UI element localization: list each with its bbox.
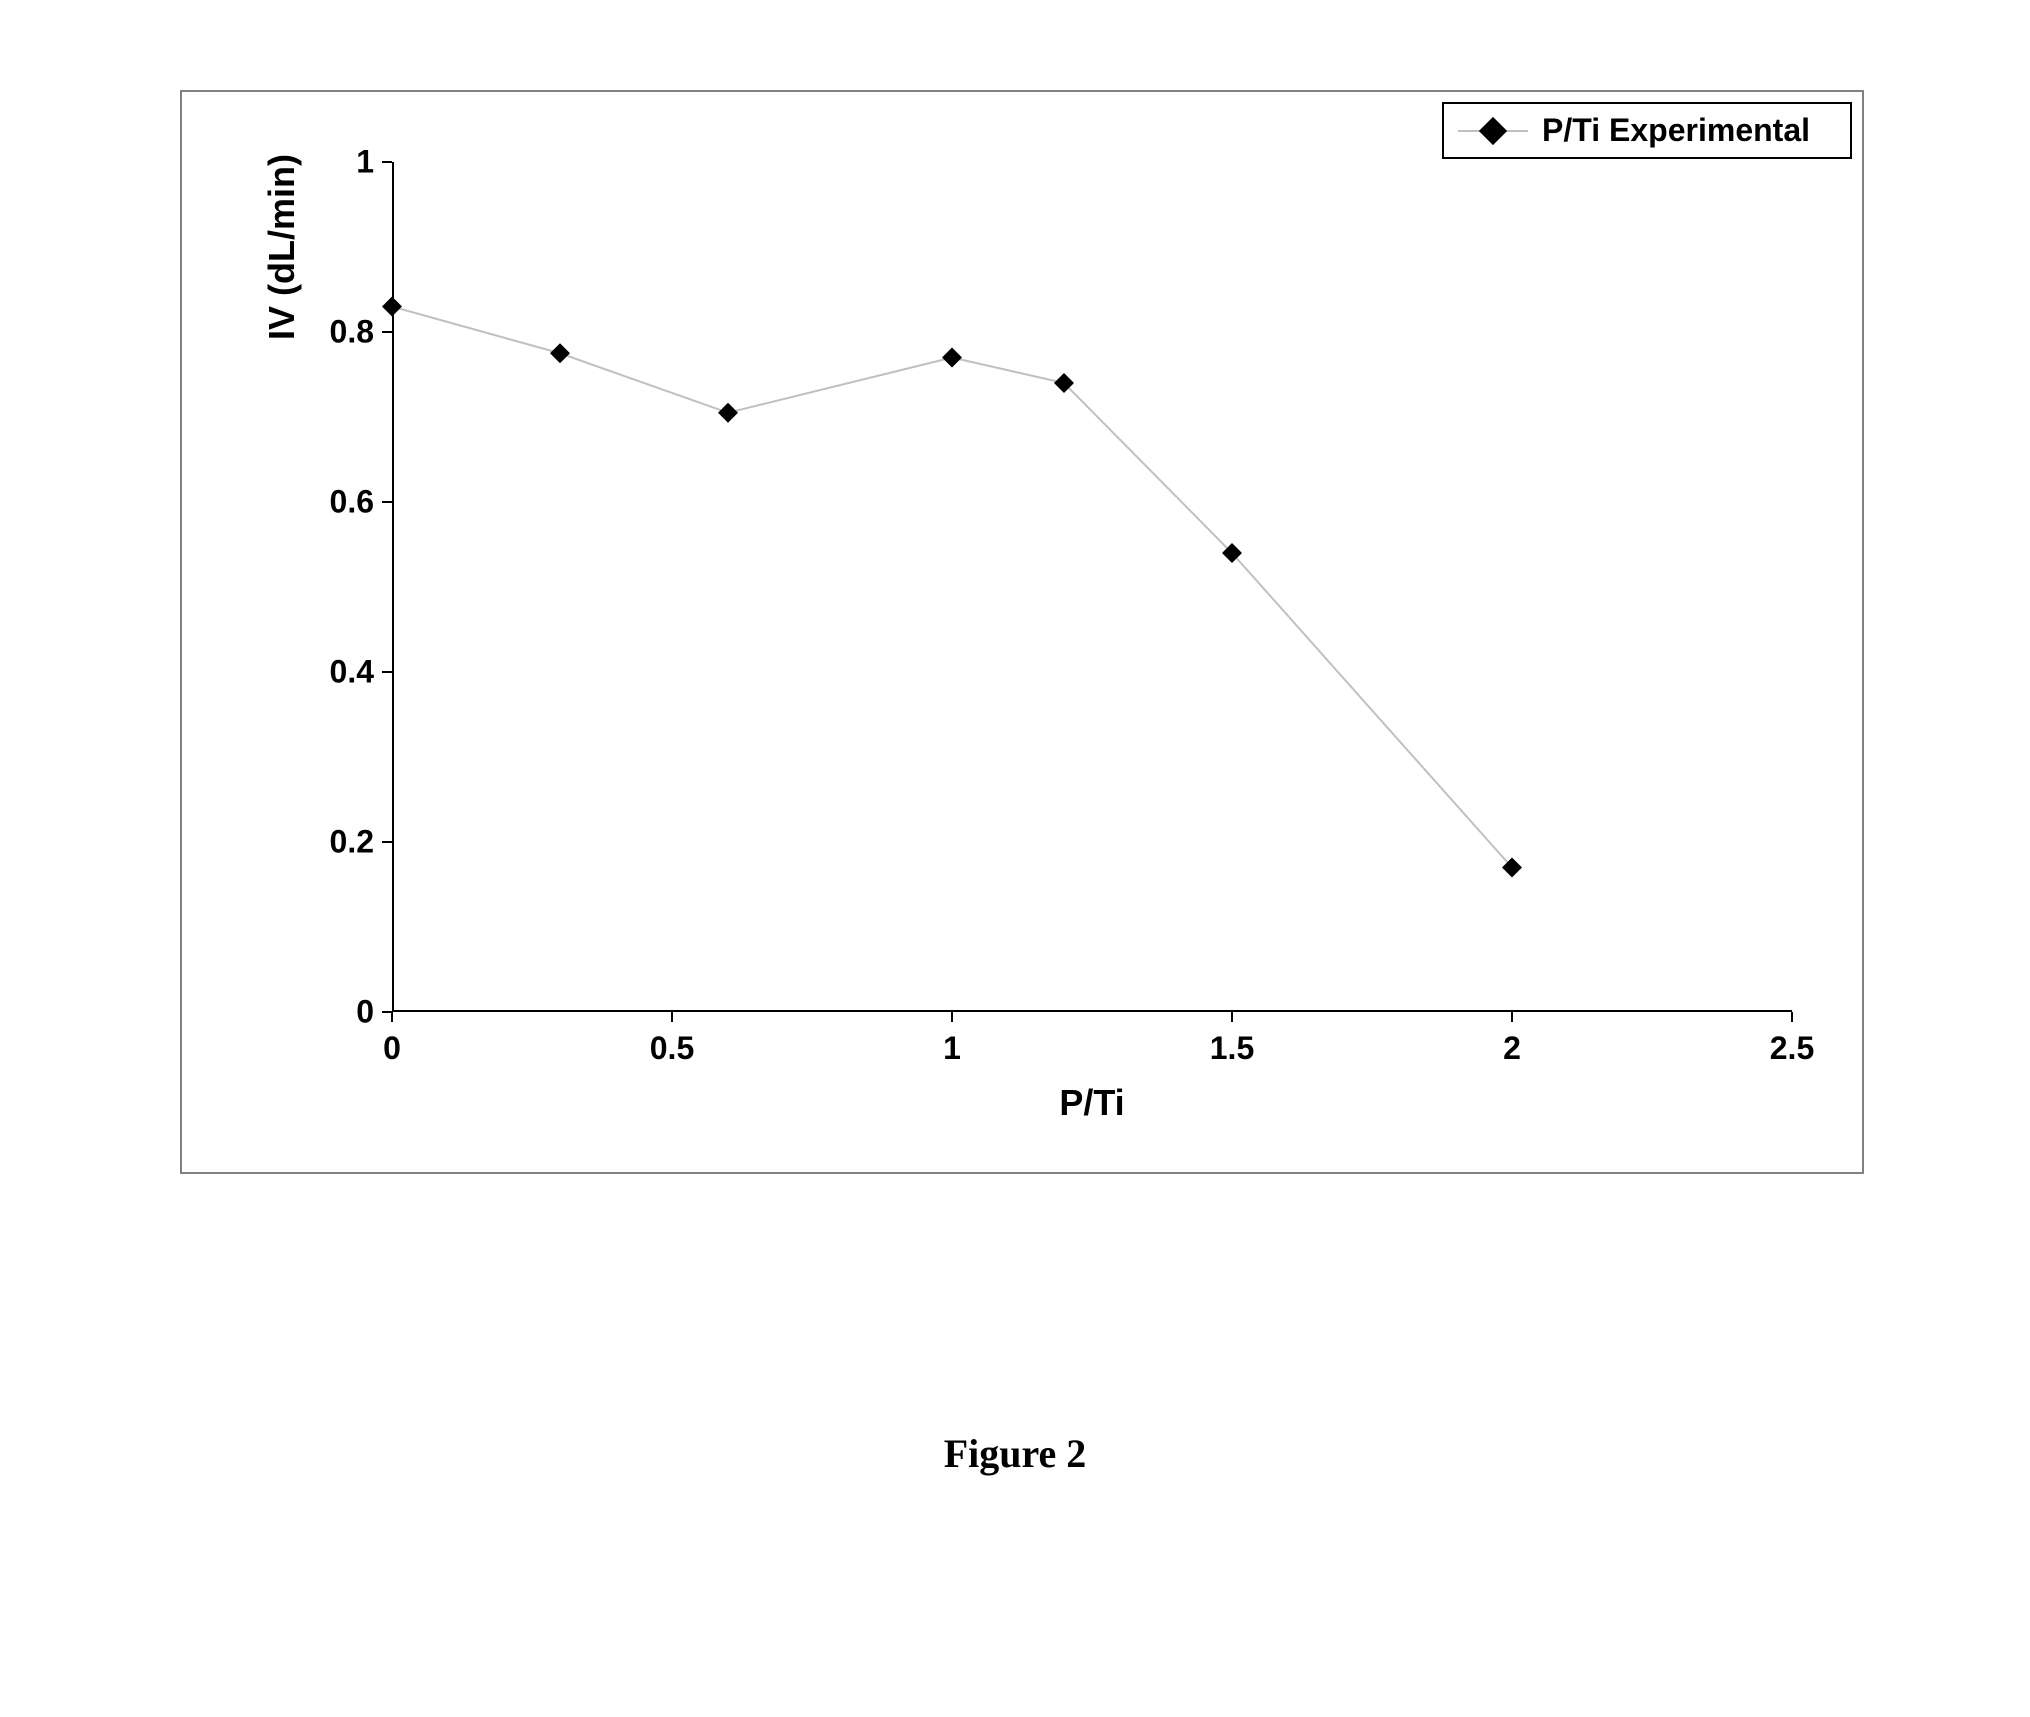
data-series-svg	[392, 162, 1792, 1012]
data-point-marker	[718, 403, 738, 423]
x-tick-label: 0	[383, 1012, 401, 1067]
x-tick-label: 1	[943, 1012, 961, 1067]
y-axis-title: IV (dL/min)	[261, 154, 303, 340]
x-tick-label: 2.5	[1770, 1012, 1814, 1067]
y-tick-label: 0.8	[330, 314, 392, 351]
x-tick-label: 2	[1503, 1012, 1521, 1067]
x-tick-label: 1.5	[1210, 1012, 1254, 1067]
legend-series-line	[1458, 130, 1528, 132]
legend-series-label: P/Ti Experimental	[1542, 112, 1810, 149]
figure-caption: Figure 2	[944, 1430, 1087, 1477]
y-tick-label: 0.2	[330, 824, 392, 861]
legend: P/Ti Experimental	[1442, 102, 1852, 159]
x-axis-title: P/Ti	[1059, 1082, 1124, 1124]
page: 00.20.40.60.8100.511.522.5 IV (dL/min) P…	[0, 0, 2030, 1717]
diamond-icon	[1479, 116, 1507, 144]
y-tick-label: 1	[356, 144, 392, 181]
data-point-marker	[550, 343, 570, 363]
data-point-marker	[942, 348, 962, 368]
y-tick-label: 0.6	[330, 484, 392, 521]
y-tick-label: 0.4	[330, 654, 392, 691]
x-tick-label: 0.5	[650, 1012, 694, 1067]
chart-frame: 00.20.40.60.8100.511.522.5 IV (dL/min) P…	[180, 90, 1864, 1174]
series-line	[392, 307, 1512, 868]
plot-area: 00.20.40.60.8100.511.522.5	[392, 162, 1792, 1012]
